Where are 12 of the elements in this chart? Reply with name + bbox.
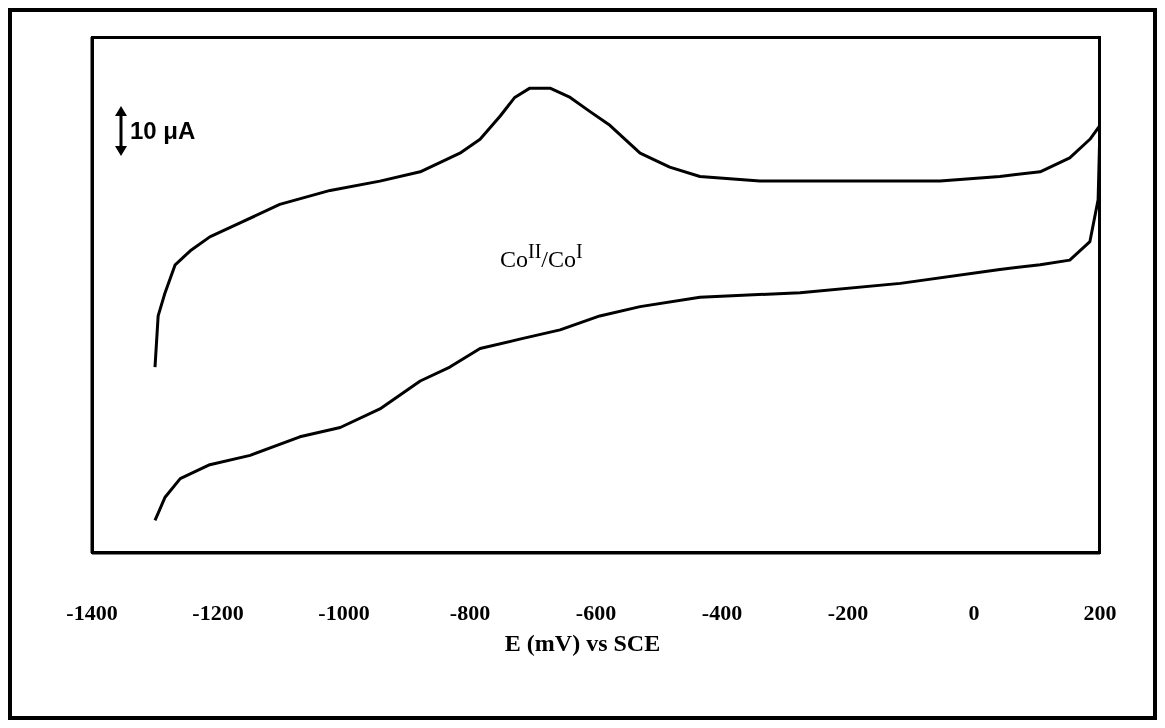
annotation: Co$^{II}$/Co$^{I}$ (500, 240, 583, 273)
x-tick-label: -600 (575, 599, 617, 625)
x-tick-label: -800 (449, 599, 491, 625)
x-tick-label: -1400 (66, 599, 118, 625)
x-tick-label: 200 (1083, 599, 1117, 625)
x-tick-label: -1200 (192, 599, 244, 625)
x-tick-label: -400 (701, 599, 743, 625)
x-tick-label: 0 (968, 599, 980, 625)
x-tick-label: -200 (827, 599, 869, 625)
x-tick-label: -1000 (318, 599, 370, 625)
x-axis-title: E (mV) vs SCE (503, 630, 662, 657)
annotation: 10 μA (130, 117, 196, 145)
